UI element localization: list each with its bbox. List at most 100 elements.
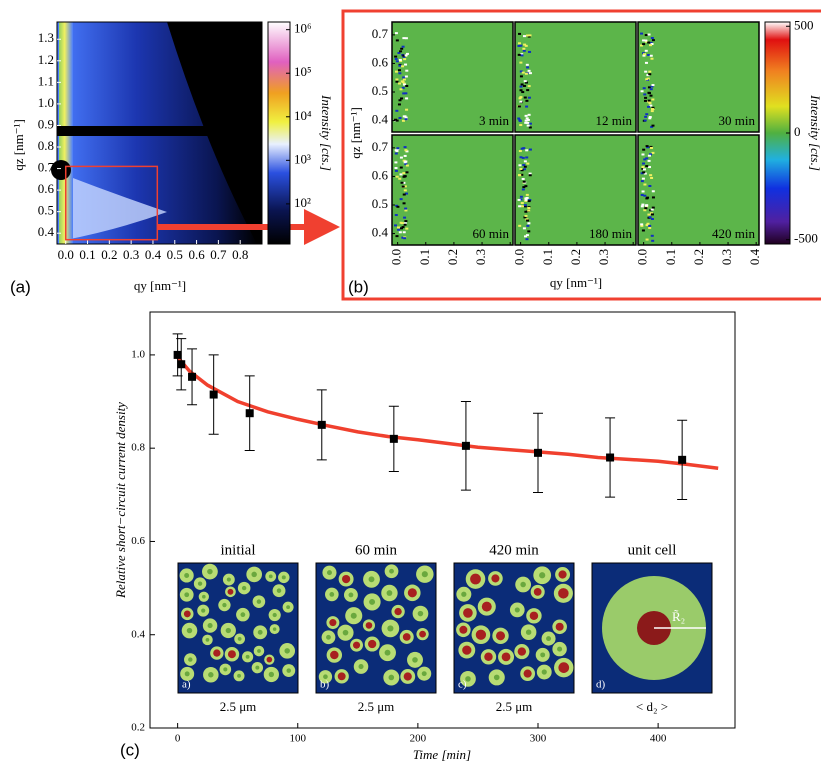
speckle — [519, 75, 523, 78]
marker — [606, 453, 615, 462]
domain-core — [557, 646, 563, 652]
speckle — [401, 81, 405, 84]
speckle — [403, 222, 407, 225]
speckle — [402, 78, 406, 81]
x-tick-label: 0.2 — [101, 247, 117, 262]
domain-core — [223, 667, 228, 672]
speckle — [398, 116, 402, 119]
speckle — [404, 116, 408, 119]
speckle — [402, 202, 406, 205]
speckle — [526, 118, 530, 121]
speckle — [650, 110, 654, 113]
speckle — [641, 229, 645, 232]
speckle — [522, 84, 526, 87]
speckle — [527, 207, 531, 210]
speckle — [641, 203, 645, 206]
inset-title: 420 min — [489, 542, 539, 558]
speckle — [524, 199, 528, 202]
domain-core — [227, 588, 234, 595]
speckle — [522, 168, 526, 171]
domain-core — [369, 598, 376, 605]
colorbar-tick-label: -500 — [794, 231, 818, 246]
speckle — [641, 190, 645, 193]
time-label: 60 min — [473, 226, 510, 241]
speckle — [402, 172, 406, 175]
difference-map — [638, 22, 759, 132]
y-tick-label: 0.7 — [372, 139, 389, 154]
inset-tag: a) — [182, 679, 191, 691]
x-tick-label: 300 — [530, 733, 547, 745]
speckle — [648, 101, 652, 104]
inset-caption: 2.5 μm — [358, 699, 395, 714]
speckle — [647, 154, 651, 157]
speckle — [648, 224, 652, 227]
domain-core — [251, 571, 257, 578]
speckle — [519, 198, 523, 201]
speckle — [395, 60, 399, 63]
speckle — [640, 32, 644, 35]
y-tick-label: 0.5 — [372, 83, 388, 98]
speckle — [651, 98, 655, 101]
speckle — [404, 160, 408, 163]
domain-core — [245, 654, 250, 659]
difference-map — [392, 22, 513, 132]
y-tick-label: 0.5 — [372, 196, 388, 211]
speckle — [640, 223, 644, 226]
inset-tag: b) — [320, 679, 330, 691]
speckle — [523, 43, 527, 46]
speckle — [403, 223, 407, 226]
speckle — [642, 39, 646, 42]
speckle — [647, 99, 651, 102]
speckle — [647, 213, 651, 216]
speckle — [394, 152, 398, 155]
domain-core — [207, 568, 213, 575]
speckle — [649, 94, 653, 97]
speckle — [522, 35, 526, 38]
x-tick-label: 0.2 — [445, 249, 460, 265]
domain-core — [352, 641, 361, 649]
speckle — [523, 235, 527, 238]
speckle — [405, 164, 409, 167]
panel-border — [341, 9, 821, 301]
domain-core — [256, 599, 262, 604]
speckle — [403, 83, 407, 86]
speckle — [402, 193, 406, 196]
domain-core — [417, 610, 424, 617]
inset-title: unit cell — [628, 542, 677, 558]
speckle — [396, 226, 400, 229]
colorbar-tick-label: 500 — [794, 17, 814, 32]
y-tick-label: 0.6 — [372, 54, 389, 69]
speckle — [651, 39, 655, 42]
speckle — [403, 237, 407, 240]
x-tick-label: 0.4 — [145, 247, 162, 262]
speckle — [395, 39, 399, 42]
y-tick-label: 0.9 — [38, 116, 54, 131]
speckle — [399, 173, 403, 176]
fit-line — [176, 356, 719, 470]
speckle — [645, 78, 649, 81]
speckle — [521, 205, 525, 208]
speckle — [650, 108, 654, 111]
speckle — [641, 166, 645, 169]
speckle — [640, 90, 644, 93]
speckle — [526, 219, 530, 222]
speckle — [650, 213, 654, 216]
speckle — [645, 165, 649, 168]
speckle — [643, 172, 647, 175]
frame — [637, 134, 760, 246]
speckle — [519, 100, 523, 103]
speckle — [524, 121, 528, 124]
colorbar-tick-label: 10³ — [294, 151, 311, 166]
speckle — [524, 119, 528, 122]
x-tick-label: 0.2 — [568, 249, 583, 265]
speckle — [642, 54, 646, 57]
speckle — [520, 173, 524, 176]
difference-map — [515, 135, 636, 245]
speckle — [401, 86, 405, 89]
speckle — [648, 73, 652, 76]
y-tick-label: 0.4 — [372, 225, 389, 240]
speckle — [518, 205, 522, 208]
domain-core — [208, 672, 214, 678]
marker — [678, 455, 687, 464]
speckle — [527, 85, 531, 88]
